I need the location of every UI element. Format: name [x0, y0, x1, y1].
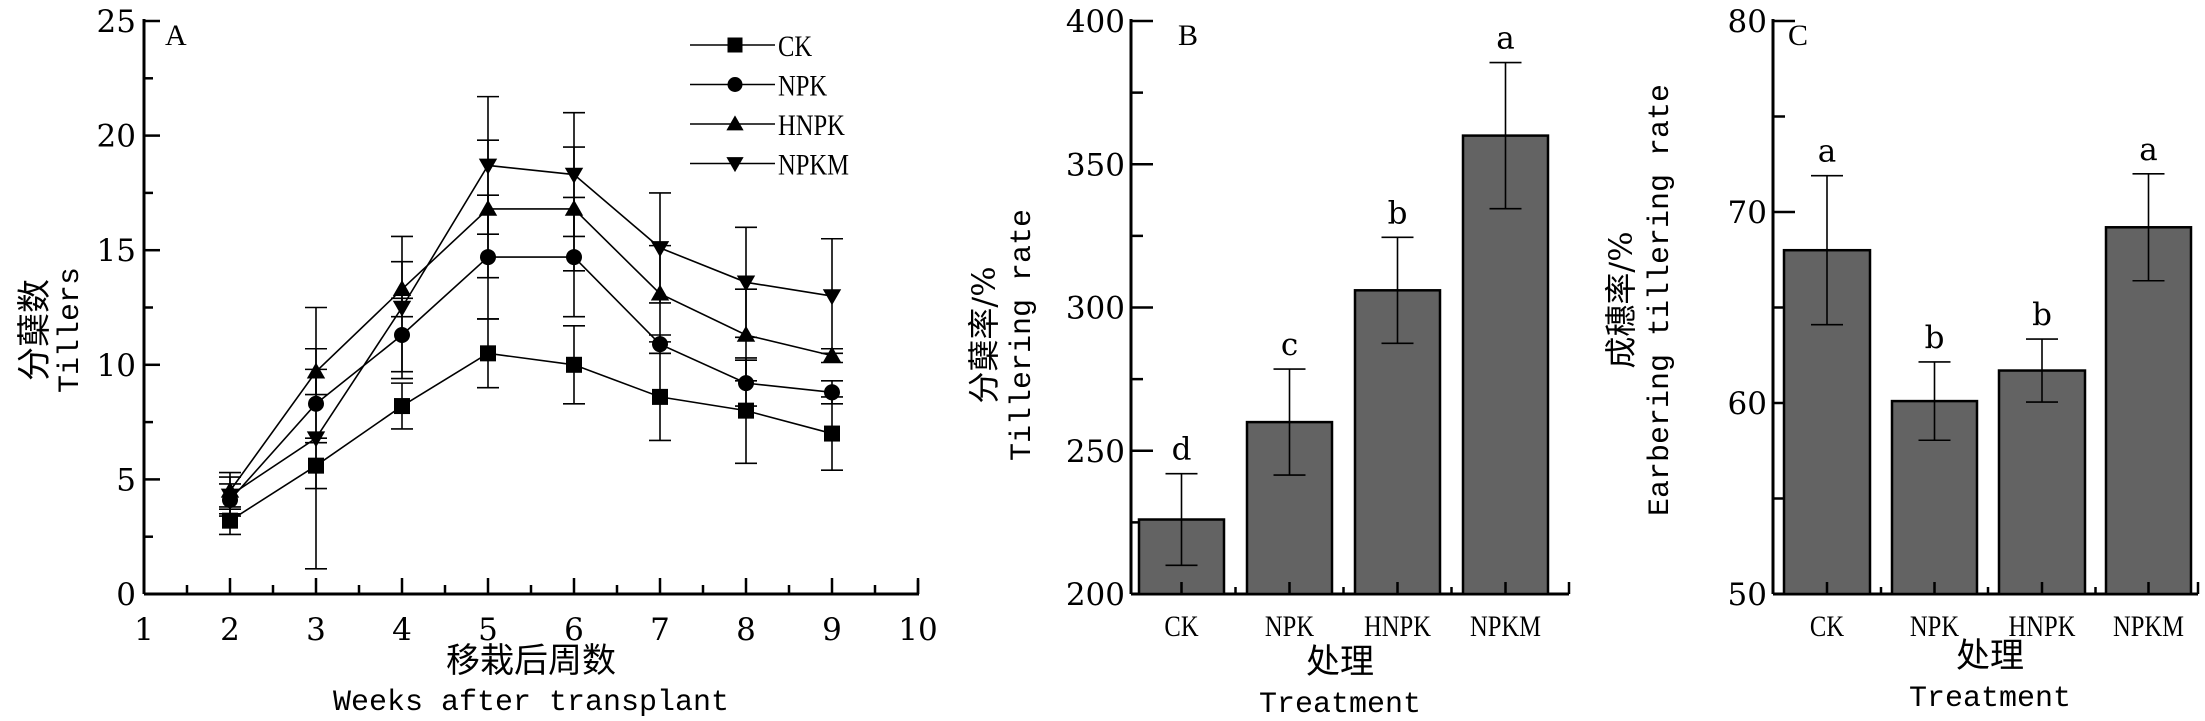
data-point-ck [480, 345, 496, 362]
y-tick-label: 70 [1728, 195, 1767, 231]
significance-letter: c [1281, 327, 1298, 363]
x-tick-label: 9 [822, 612, 842, 648]
panel-b-ylabel-cn: 分蘖率/% [965, 266, 1003, 403]
x-tick-label: 7 [650, 612, 670, 648]
data-point-npkm [306, 431, 326, 448]
data-point-npkm [392, 300, 412, 317]
legend-label: NPK [778, 69, 827, 102]
bar-hnpk [1997, 369, 2087, 596]
data-point-npk [652, 336, 668, 353]
x-tick-label: 8 [736, 612, 756, 648]
series-line-npk [229, 256, 833, 501]
data-point-ck [566, 356, 582, 373]
data-point-npkm [220, 488, 240, 505]
x-tick-label: 2 [220, 612, 240, 648]
significance-letter: a [1818, 134, 1836, 170]
x-tick-label: 1 [134, 612, 154, 648]
data-point-npk [824, 384, 840, 401]
y-tick-label: 15 [97, 233, 136, 269]
data-point-npk [738, 375, 754, 392]
series-line-hnpk [229, 208, 833, 492]
panel-b-bar-chart: B 处理 Treatment 分蘖率/% Tillering rate 200 2… [965, 4, 1571, 721]
y-tick-label: 10 [97, 348, 136, 384]
x-tick-label: NPK [1265, 610, 1314, 643]
panel-b-xlabel-cn: 处理 [1306, 642, 1374, 682]
data-point-npkm [822, 289, 842, 306]
y-tick-label: 250 [1066, 434, 1125, 470]
data-point-ck [394, 398, 410, 415]
x-tick-label: CK [1810, 610, 1844, 643]
legend-marker-npkm [726, 157, 744, 173]
y-tick-label: 5 [116, 462, 136, 498]
y-tick-label: 20 [97, 119, 136, 155]
y-tick-label: 200 [1066, 577, 1125, 613]
significance-letter: b [1388, 195, 1408, 231]
data-point-npkm [564, 167, 584, 184]
legend: CK NPK HNPK NPKM [690, 30, 849, 181]
data-point-hnpk [822, 346, 842, 363]
panel-a-xlabel-en: Weeks after transplant [333, 686, 729, 720]
panel-c-label: C [1788, 19, 1808, 52]
legend-marker-hnpk [726, 115, 744, 131]
significance-letter: b [2032, 297, 2052, 333]
x-tick-label: NPK [1910, 610, 1959, 643]
legend-marker-npk [727, 77, 743, 92]
x-tick-label: NPKM [2113, 610, 2184, 643]
x-tick-label: NPKM [1470, 610, 1541, 643]
data-point-ck [824, 425, 840, 442]
significance-letter: a [2139, 132, 2157, 168]
panel-b-label: B [1178, 19, 1198, 52]
panel-a-ylabel-cn: 分蘖数 [15, 279, 55, 381]
panel-a-xlabel-cn: 移栽后周数 [446, 641, 616, 681]
series-line-npkm [229, 164, 833, 497]
data-point-ck [652, 388, 668, 405]
y-tick-label: 0 [116, 577, 136, 613]
panel-b-xlabel-en: Treatment [1259, 688, 1421, 721]
y-tick-label: 25 [97, 4, 136, 40]
x-tick-label: 10 [898, 612, 937, 648]
series-line-ck [229, 352, 833, 522]
legend-label: NPKM [778, 148, 849, 181]
data-point-npkm [478, 158, 498, 175]
panel-a-ylabel-en: Tillers [54, 267, 88, 393]
x-tick-label: 4 [392, 612, 412, 648]
x-tick-label: CK [1164, 610, 1198, 643]
y-tick-label: 300 [1066, 291, 1125, 327]
y-tick-label: 80 [1728, 4, 1767, 40]
panel-c-ylabel-cn: 成穗率/% [1602, 231, 1640, 368]
panel-c-xlabel-cn: 处理 [1956, 636, 2024, 676]
y-tick-label: 50 [1728, 577, 1767, 613]
legend-label: HNPK [778, 109, 845, 142]
panel-c-ylabel-en: Earbering tillering rate [1644, 84, 1678, 516]
significance-letter: b [1925, 320, 1945, 356]
legend-label: CK [778, 30, 812, 63]
bar-npkm [2104, 226, 2193, 596]
x-tick-label: 6 [564, 612, 584, 648]
x-tick-label: 5 [478, 612, 498, 648]
panel-b-ylabel-en: Tillering rate [1006, 209, 1040, 461]
panel-c-bar-chart: C 处理 Treatment 成穗率/% Earbering tillering… [1602, 4, 2200, 716]
y-tick-label: 350 [1066, 147, 1125, 183]
data-point-npkm [650, 241, 670, 258]
significance-letter: a [1496, 21, 1514, 57]
y-tick-label: 400 [1066, 4, 1125, 40]
x-tick-label: HNPK [2009, 610, 2076, 643]
panel-c-xlabel-en: Treatment [1909, 682, 2071, 716]
bar-npkm [1461, 134, 1550, 596]
panel-a-line-chart: A 移栽后周数 Weeks after transplant 分蘖数 Tille… [15, 4, 938, 720]
x-tick-label: 3 [306, 612, 326, 648]
data-point-npkm [736, 275, 756, 292]
panel-a-label: A [165, 19, 187, 52]
significance-letter: d [1172, 432, 1192, 468]
x-tick-label: HNPK [1364, 610, 1431, 643]
legend-marker-ck [727, 37, 743, 53]
y-tick-label: 60 [1728, 386, 1767, 422]
